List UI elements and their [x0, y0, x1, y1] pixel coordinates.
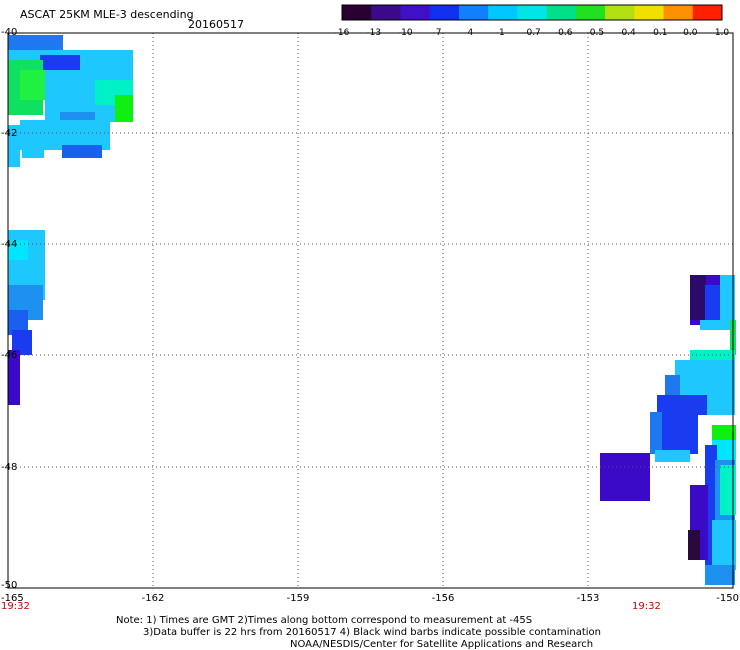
lon-label: -150 [716, 593, 739, 604]
product-date: 20160517 [188, 18, 244, 31]
lat-label: -50 [1, 580, 17, 591]
lon-label: -159 [287, 593, 310, 604]
colorbar-segment [458, 5, 489, 20]
lat-label: -44 [1, 239, 17, 250]
wind-swath-northwest [8, 35, 133, 167]
colorbar-segment [692, 5, 723, 20]
lat-label: -48 [1, 462, 17, 473]
colorbar-segment [605, 5, 635, 20]
note-line-2: 3)Data buffer is 22 hrs from 20160517 4)… [143, 627, 601, 638]
colorbar-segment [400, 5, 431, 20]
colorbar-segment [342, 5, 372, 20]
wind-swath-east [600, 275, 736, 585]
lon-label: -153 [577, 593, 600, 604]
lon-label: -162 [142, 593, 165, 604]
colorbar-segment [429, 5, 460, 20]
lat-label: -42 [1, 128, 17, 139]
lat-label: -40 [1, 27, 17, 38]
colorbar-segment [488, 5, 518, 20]
longitude-labels: -165 -162 -159 -156 -153 -150 [1, 593, 739, 604]
lon-label: -165 [1, 593, 24, 604]
colorbar-segment [546, 5, 577, 20]
lon-label: -156 [432, 593, 455, 604]
latitude-labels: -40 -42 -44 -46 -48 -50 [1, 27, 17, 591]
product-title: ASCAT 25KM MLE-3 descending [20, 8, 194, 21]
note-line-1: Note: 1) Times are GMT 2)Times along bot… [116, 615, 533, 626]
wind-swath-west [8, 230, 45, 405]
colorbar-segment [575, 5, 606, 20]
note-line-3: NOAA/NESDIS/Center for Satellite Applica… [290, 639, 594, 650]
colorbar-segment [634, 5, 665, 20]
time-label-right: 19:32 [632, 601, 661, 612]
colorbar-segment [371, 5, 401, 20]
time-label-left: 19:32 [1, 601, 30, 612]
plot-frame [7, 32, 734, 589]
graticule [8, 33, 733, 588]
colorbar-segment [517, 5, 548, 20]
colorbar-segment [663, 5, 694, 20]
lat-label: -46 [1, 350, 17, 361]
